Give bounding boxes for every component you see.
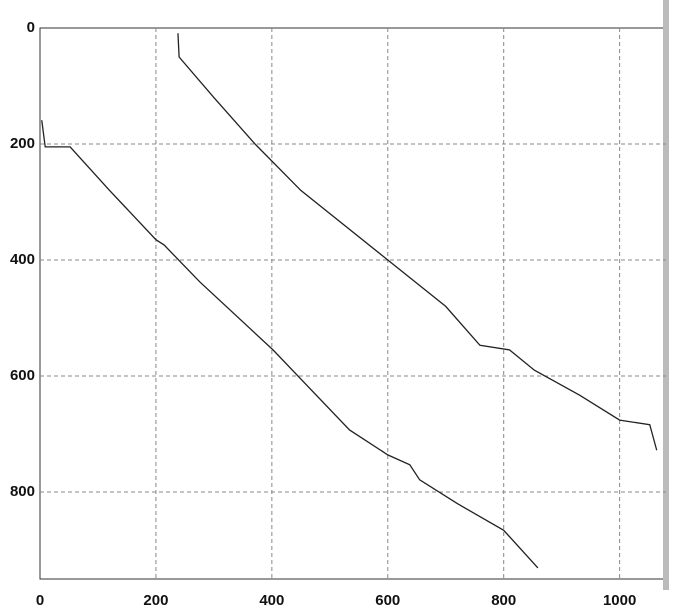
y-tick-label: 800 [10, 483, 35, 500]
x-tick-label: 600 [375, 592, 400, 609]
line [177, 33, 658, 451]
x-tick-label: 200 [143, 592, 168, 609]
scrollbar [663, 0, 669, 590]
y-tick-label: 600 [10, 367, 35, 384]
x-tick-label: 0 [36, 592, 44, 609]
y-tick-label: 200 [10, 135, 35, 152]
line [41, 120, 539, 569]
y-tick-label: 400 [10, 251, 35, 268]
x-tick-label: 1000 [603, 592, 636, 609]
x-tick-label: 400 [259, 592, 284, 609]
plot-area [39, 27, 667, 580]
y-tick-label: 0 [27, 19, 35, 36]
x-tick-label: 800 [491, 592, 516, 609]
